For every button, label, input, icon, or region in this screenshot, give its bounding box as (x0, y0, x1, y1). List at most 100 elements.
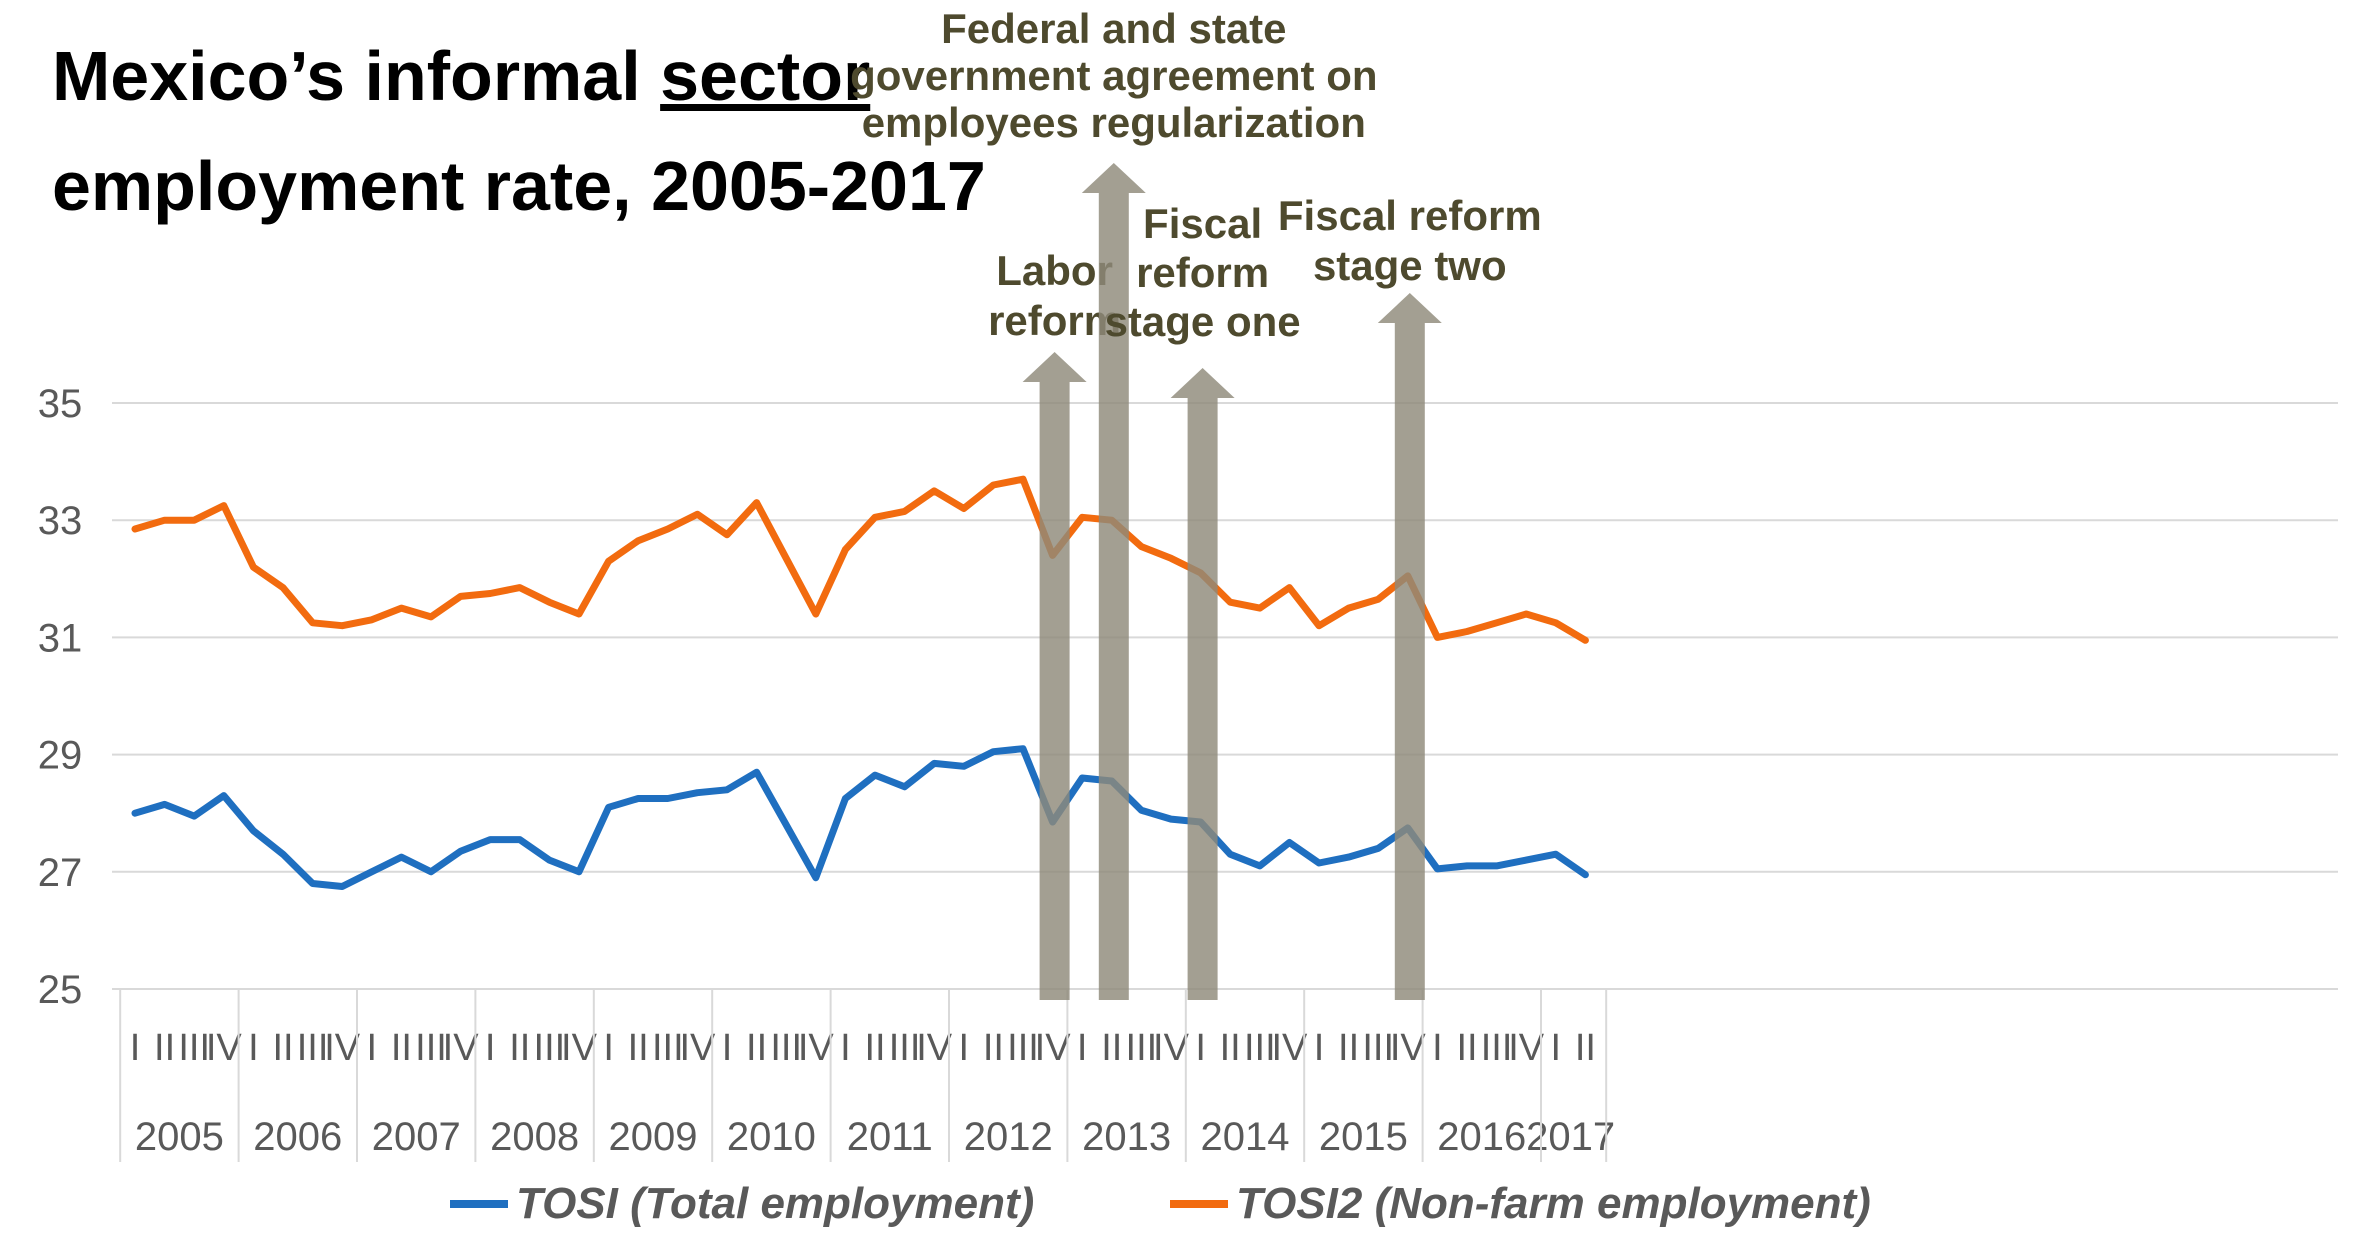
x-tick-label-quarter: IV (1271, 1027, 1308, 1069)
x-tick-label-quarter: IV (561, 1027, 598, 1069)
event-annotation-line: Federal and state (941, 5, 1286, 52)
x-tick-label-quarter: III (297, 1027, 329, 1069)
legend-label: TOSI (Total employment) (516, 1179, 1034, 1228)
x-tick-label-year: 2014 (1201, 1115, 1290, 1159)
x-tick-label-quarter: IV (1153, 1027, 1190, 1069)
legend-label: TOSI2 (Non-farm employment) (1236, 1179, 1871, 1228)
x-tick-label-quarter: II (746, 1027, 767, 1069)
event-annotation-line: employees regularization (862, 99, 1366, 146)
x-tick-label-year: 2010 (727, 1115, 816, 1159)
x-tick-label-quarter: III (770, 1027, 802, 1069)
x-tick-label-quarter: IV (1508, 1027, 1545, 1069)
y-tick-label: 35 (38, 382, 83, 426)
event-annotation-line: stage one (1105, 298, 1301, 345)
x-tick-label-quarter: I (840, 1027, 851, 1069)
title-line2: employment rate, 2005-2017 (52, 147, 986, 225)
event-arrow (1081, 163, 1146, 1000)
x-tick-label-quarter: II (1338, 1027, 1359, 1069)
y-tick-label: 31 (38, 616, 83, 660)
event-annotation-line: government agreement on (850, 52, 1377, 99)
x-tick-label-quarter: I (485, 1027, 496, 1069)
x-tick-label-quarter: I (959, 1027, 970, 1069)
x-tick-label-quarter: II (1575, 1027, 1596, 1069)
x-tick-label-year: 2009 (609, 1115, 698, 1159)
event-annotation: Fiscal reform stage two (1278, 192, 1542, 289)
x-tick-label-quarter: IV (916, 1027, 953, 1069)
legend: TOSI (Total employment) TOSI2 (Non-farm e… (450, 1179, 1871, 1228)
y-tick-label: 29 (38, 734, 83, 778)
x-tick-label-quarter: I (248, 1027, 259, 1069)
x-tick-label-year: 2005 (135, 1115, 224, 1159)
x-tick-label-quarter: I (1314, 1027, 1325, 1069)
x-tick-label-year: 2008 (490, 1115, 579, 1159)
x-tick-label-quarter: I (603, 1027, 614, 1069)
series-line-tosi (131, 745, 1589, 890)
x-tick-label-quarter: I (1195, 1027, 1206, 1069)
x-tick-label-year: 2007 (372, 1115, 461, 1159)
x-tick-label-quarter: IV (443, 1027, 480, 1069)
x-tick-label-quarter: II (509, 1027, 530, 1069)
x-tick-label-quarter: II (1220, 1027, 1241, 1069)
x-tick-label-quarter: III (415, 1027, 447, 1069)
x-tick-label-quarter: II (391, 1027, 412, 1069)
x-tick-label-year: 2016 (1437, 1115, 1526, 1159)
series-lines (131, 475, 1589, 890)
x-tick-label-year: 2006 (253, 1115, 342, 1159)
x-tick-label-quarter: I (367, 1027, 378, 1069)
y-tick-label: 27 (38, 851, 83, 895)
x-tick-label-quarter: II (628, 1027, 649, 1069)
x-tick-label-quarter: III (889, 1027, 921, 1069)
y-tick-label: 33 (38, 499, 83, 543)
x-tick-label-quarter: I (1551, 1027, 1562, 1069)
x-tick-label-quarter: III (1362, 1027, 1394, 1069)
x-tick-label-quarter: IV (324, 1027, 361, 1069)
event-annotation: Federal and state government agreement on… (850, 5, 1377, 146)
x-tick-label-quarter: II (272, 1027, 293, 1069)
x-tick-label-quarter: II (1101, 1027, 1122, 1069)
x-tick-label-quarter: I (130, 1027, 141, 1069)
x-tick-label-quarter: IV (1390, 1027, 1427, 1069)
y-tick-label: 25 (38, 968, 83, 1012)
x-tick-label-quarter: II (1456, 1027, 1477, 1069)
x-tick-label-quarter: III (1244, 1027, 1276, 1069)
x-tick-label-quarter: III (178, 1027, 210, 1069)
y-axis: 25 27 29 31 33 35 (38, 382, 83, 1012)
x-tick-label-quarter: II (864, 1027, 885, 1069)
gridlines (112, 402, 2338, 990)
event-arrow (1170, 368, 1235, 1000)
x-tick-label-year: 2011 (847, 1115, 933, 1159)
x-tick-label-quarter: III (1481, 1027, 1513, 1069)
x-tick-label-quarter: IV (206, 1027, 243, 1069)
event-annotation-line: Fiscal reform (1278, 192, 1542, 239)
event-arrows: Labor reform Federal and state government a… (850, 5, 1542, 1000)
x-tick-label-quarter: I (722, 1027, 733, 1069)
chart-title: Mexico’s informal sector (52, 37, 870, 115)
x-tick-label-quarter: II (154, 1027, 175, 1069)
x-tick-label-quarter: III (534, 1027, 566, 1069)
x-tick-label-quarter: I (1432, 1027, 1443, 1069)
title-line1-underlined: sector (660, 37, 870, 115)
x-tick-label-quarter: III (652, 1027, 684, 1069)
x-tick-label-quarter: III (1126, 1027, 1158, 1069)
event-annotation-line: Labor (996, 247, 1113, 294)
event-annotation: Fiscal reform stage one (1105, 200, 1301, 345)
x-tick-label-year: 2015 (1319, 1115, 1408, 1159)
x-tick-label-quarter: IV (1035, 1027, 1072, 1069)
x-tick-label-quarter: IV (679, 1027, 716, 1069)
x-tick-label-quarter: IV (798, 1027, 835, 1069)
x-tick-label-quarter: I (1077, 1027, 1088, 1069)
x-tick-label-year: 2017 (1526, 1115, 1615, 1159)
x-tick-label-year: 2012 (964, 1115, 1053, 1159)
event-annotation-line: stage two (1313, 242, 1507, 289)
title-line1-prefix: Mexico’s informal (52, 37, 660, 115)
event-annotation-line: reform (1136, 249, 1269, 296)
event-annotation-line: Fiscal (1143, 200, 1262, 247)
x-tick-label-year: 2013 (1082, 1115, 1171, 1159)
series-line-tosi2 (131, 475, 1589, 644)
x-tick-label-quarter: III (1007, 1027, 1039, 1069)
event-arrow (1022, 352, 1087, 1000)
event-arrow (1377, 293, 1442, 1000)
x-tick-label-quarter: II (983, 1027, 1004, 1069)
